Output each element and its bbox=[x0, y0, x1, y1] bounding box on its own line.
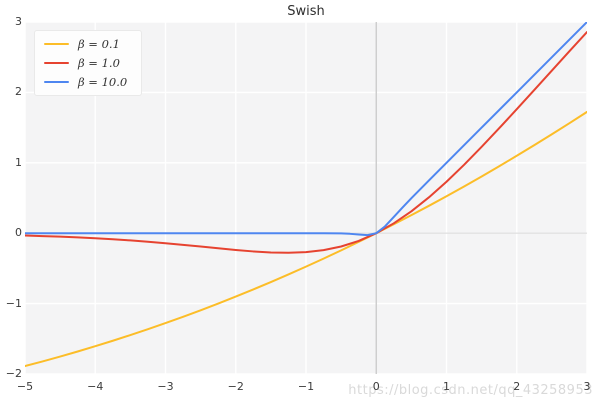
y-tick-label: −1 bbox=[5, 296, 22, 310]
legend-label: β = 10.0 bbox=[78, 75, 128, 89]
x-tick-label: 3 bbox=[583, 380, 591, 393]
legend-item-beta-1-0: β = 1.0 bbox=[44, 56, 127, 70]
legend-label: β = 1.0 bbox=[78, 56, 120, 70]
curve-beta-0-1 bbox=[25, 110, 587, 368]
legend-line-sample-icon bbox=[44, 62, 69, 64]
y-tick-label: 2 bbox=[15, 85, 22, 99]
x-tick-label: 0 bbox=[372, 380, 380, 393]
curve-beta-1-0 bbox=[25, 31, 587, 254]
x-tick-label: −1 bbox=[297, 380, 315, 393]
legend: β = 0.1 β = 1.0 β = 10.0 bbox=[34, 30, 143, 96]
y-tick-label: 1 bbox=[15, 155, 22, 169]
x-tick-label: −4 bbox=[87, 380, 104, 393]
legend-label: β = 0.1 bbox=[78, 37, 120, 51]
legend-line-sample-icon bbox=[44, 43, 69, 45]
x-tick-label: −3 bbox=[157, 380, 174, 393]
x-tick-label: −5 bbox=[16, 380, 34, 393]
x-tick-label: 1 bbox=[443, 380, 450, 393]
y-tick-label: 3 bbox=[15, 15, 22, 28]
legend-item-beta-0-1: β = 0.1 bbox=[44, 37, 127, 51]
x-tick-label: −2 bbox=[227, 380, 244, 393]
legend-line-sample-icon bbox=[44, 81, 69, 83]
chart-title: Swish bbox=[287, 4, 325, 19]
x-tick-label: 2 bbox=[513, 380, 521, 393]
y-tick-label: 0 bbox=[15, 226, 22, 240]
y-tick-label: −2 bbox=[5, 367, 22, 380]
plot-area: β = 0.1 β = 1.0 β = 10.0 bbox=[25, 22, 587, 374]
legend-item-beta-10-0: β = 10.0 bbox=[44, 75, 127, 89]
curve-beta-10-0 bbox=[25, 22, 587, 237]
watermark-url: https://blog.csdn.net/qq_43258953 bbox=[348, 383, 593, 398]
